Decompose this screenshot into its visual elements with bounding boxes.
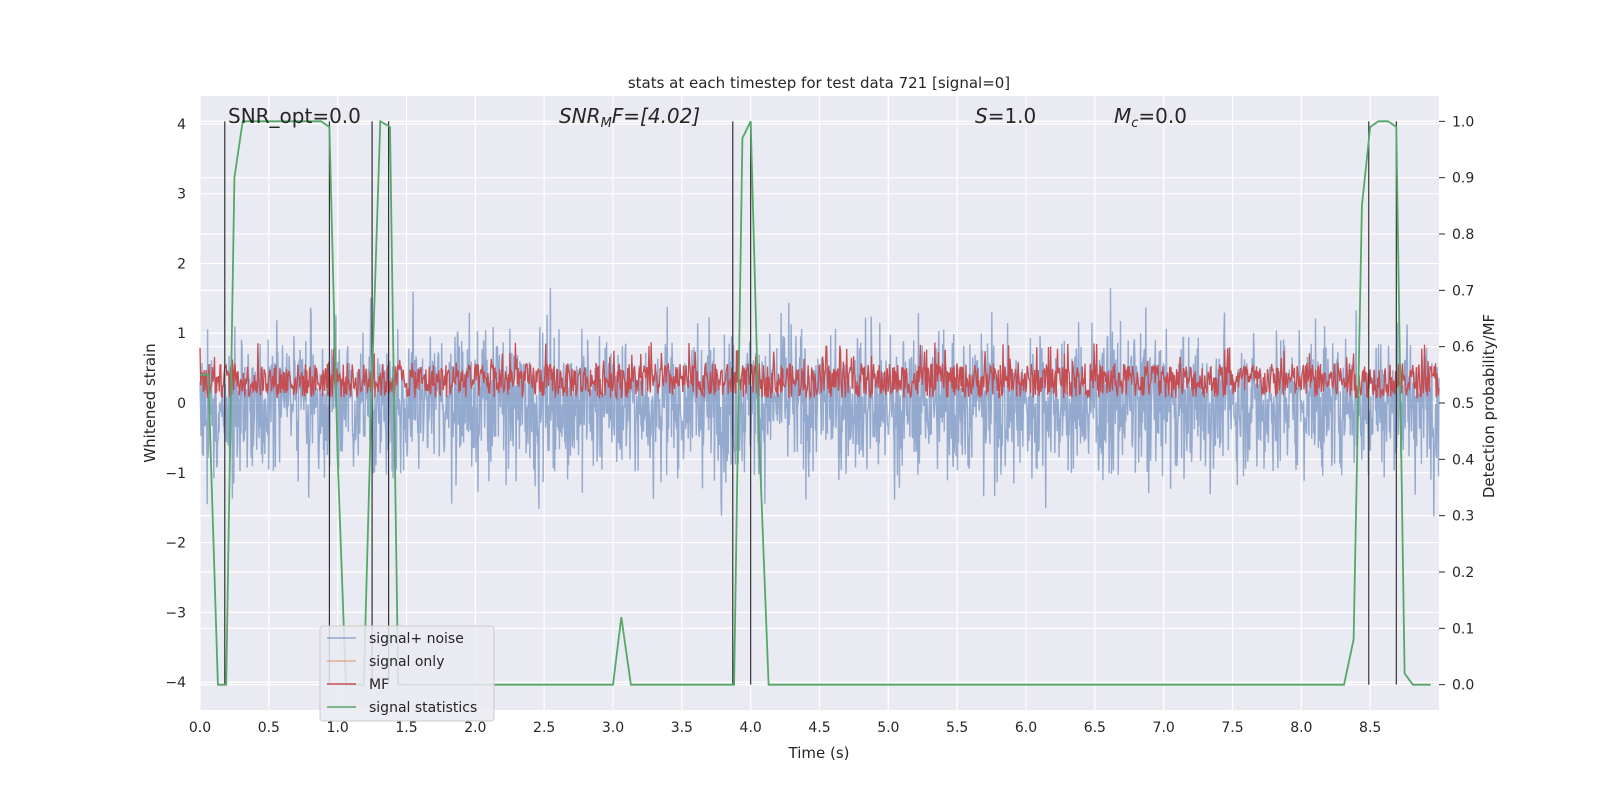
y2-tick-label: 0.7 [1452,283,1474,299]
x-tick-label: 4.0 [740,720,762,736]
annotation-mc: Mc=0.0 [1114,104,1187,131]
legend-box [319,625,495,722]
x-tick-label: 6.5 [1084,720,1106,736]
annotation-snr-mf: SNRMF=[4.02] [559,104,700,131]
y2-tick-labels: 0.0 0.1 0.2 0.3 0.4 0.5 0.6 0.7 0.8 0.9 1.0 [1439,114,1474,694]
annotation-snr-opt: SNR_opt=0.0 [228,104,361,128]
y2-tick-label: 0.4 [1452,452,1474,468]
x-tick-label: 7.5 [1221,720,1243,736]
x-tick-label: 0.0 [189,720,211,736]
mf-series [199,342,1440,401]
y2-tick-label: 0.5 [1452,396,1474,412]
legend-label-signal-noise: signal+ noise [369,631,464,647]
y2-tick-label: 0.9 [1452,171,1474,187]
annotation-s-rest: =1.0 [988,104,1037,128]
y2-tick-label: 0.1 [1452,621,1474,637]
y-tick-labels: −4 −3 −2 −1 0 1 2 3 4 [165,117,186,691]
annotation-s-main: S [975,104,988,128]
annotation-mc-main: M [1114,104,1131,128]
legend-entry-signal-statistics: signal statistics [327,700,477,716]
mf-line [199,342,1440,401]
legend-label-signal-statistics: signal statistics [369,700,477,716]
x-tick-label: 5.5 [946,720,968,736]
annotation-mc-rest: =0.0 [1138,104,1187,128]
y-tick-label: −3 [165,605,186,621]
y-tick-label: 1 [177,326,186,342]
y-tick-label: −1 [165,466,186,482]
legend-entry-signal-only: signal only [327,654,444,670]
y2-tick-label: 0.8 [1452,227,1474,243]
x-tick-label: 3.0 [602,720,624,736]
legend-entry-mf: MF [327,677,389,693]
chart-title: stats at each timestep for test data 721… [628,74,1010,92]
x-tick-label: 8.5 [1359,720,1381,736]
annotation-mc-sub: c [1131,116,1138,131]
y-tick-label: 4 [177,117,186,133]
y-tick-label: 2 [177,256,186,272]
x-tick-label: 2.0 [464,720,486,736]
y2-tick-label: 1.0 [1452,114,1474,130]
y2-tick-label: 0.0 [1452,678,1474,694]
annotation-s: S=1.0 [975,104,1036,128]
x-tick-label: 0.5 [258,720,280,736]
y2-axis-label: Detection probability/MF [1480,314,1498,498]
x-tick-label: 7.0 [1153,720,1175,736]
y2-tick-label: 0.6 [1452,340,1474,356]
signal-noise-series [199,287,1440,517]
x-tick-label: 5.0 [877,720,899,736]
signal-noise-line [199,287,1440,517]
x-tick-label: 2.5 [533,720,555,736]
vertical-markers [224,121,1397,685]
x-tick-label: 4.5 [808,720,830,736]
y2-tick-label: 0.3 [1452,509,1474,525]
y-tick-label: −2 [165,536,186,552]
legend: signal+ noise signal only MF signal stat… [319,625,495,722]
legend-label-mf: MF [369,677,389,693]
y2-tick-label: 0.2 [1452,565,1474,581]
y-tick-label: −4 [165,675,186,691]
x-tick-label: 3.5 [671,720,693,736]
legend-entry-signal-noise: signal+ noise [327,631,464,647]
x-tick-label: 1.0 [327,720,349,736]
annotation-snr-mf-rest: F=[4.02] [612,104,700,128]
y-tick-label: 3 [177,187,186,203]
x-tick-labels: 0.0 0.5 1.0 1.5 2.0 2.5 3.0 3.5 4.0 4.5 5.0 5.5 6.0 6… [189,720,1381,736]
x-tick-label: 6.0 [1015,720,1037,736]
y-tick-label: 0 [177,396,186,412]
x-axis-label: Time (s) [788,744,850,762]
legend-label-signal-only: signal only [369,654,444,670]
x-tick-label: 1.5 [395,720,417,736]
annotation-snr-mf-main: SNR [559,104,601,128]
annotation-snr-mf-sub: M [601,116,612,131]
y-axis-label: Whitened strain [141,343,159,462]
x-tick-label: 8.0 [1290,720,1312,736]
